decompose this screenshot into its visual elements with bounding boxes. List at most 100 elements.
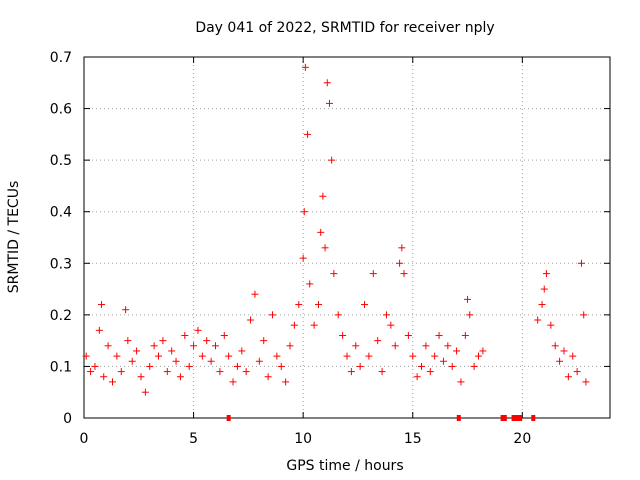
axis-ticks: 0 5 10 15 20 0 0.1 0.2 0.3 0.4 0.5 0.6 0.7: [50, 50, 610, 447]
data-point: [301, 63, 309, 71]
data-point: [212, 342, 219, 350]
data-point: [582, 378, 590, 386]
gap-marker: [513, 415, 518, 421]
data-point: [398, 244, 406, 252]
data-point: [98, 301, 106, 309]
gap-marker: [502, 415, 507, 421]
data-point: [304, 130, 312, 138]
data-point: [242, 368, 250, 376]
data-point: [418, 362, 426, 370]
data-point: [382, 311, 390, 319]
data-point: [255, 357, 263, 365]
gap-marker: [500, 415, 505, 421]
plot-frame: [83, 56, 611, 419]
gap-marker: [511, 415, 516, 421]
x-tick-label: 5: [189, 431, 198, 447]
data-point: [356, 362, 364, 370]
data-point: [343, 352, 351, 360]
data-point: [268, 311, 276, 319]
data-point: [260, 337, 268, 345]
data-point: [328, 156, 336, 164]
data-point: [556, 357, 564, 365]
data-point: [461, 331, 469, 339]
y-tick-label: 0.5: [50, 153, 72, 169]
data-point: [400, 270, 408, 278]
data-point: [464, 295, 472, 303]
data-point: [159, 337, 167, 345]
data-point: [573, 368, 581, 376]
data-point: [444, 342, 452, 350]
data-point: [538, 301, 546, 309]
y-tick-label: 0.4: [50, 205, 72, 221]
data-point: [453, 347, 461, 355]
data-point: [128, 357, 136, 365]
data-point: [203, 337, 211, 345]
y-tick-label: 0.2: [50, 308, 72, 324]
data-point: [194, 326, 202, 334]
data-point: [141, 388, 149, 396]
data-point: [238, 347, 246, 355]
data-point: [569, 352, 577, 360]
y-tick-label: 0.1: [50, 359, 72, 375]
data-point: [475, 352, 482, 360]
data-point: [185, 362, 193, 370]
y-axis-label: SRMTID / TECUs: [6, 181, 22, 294]
data-point: [404, 331, 412, 339]
data-point: [547, 321, 555, 329]
data-points: [82, 63, 590, 396]
data-point: [578, 259, 586, 267]
data-point: [330, 270, 338, 278]
data-point: [391, 342, 399, 350]
data-point: [396, 259, 404, 267]
data-point: [247, 316, 255, 324]
data-point: [457, 378, 465, 386]
gap-markers: [226, 415, 536, 421]
data-point: [181, 331, 189, 339]
data-point: [113, 352, 121, 360]
data-point: [435, 331, 443, 339]
data-point: [319, 192, 327, 200]
data-point: [251, 290, 259, 298]
data-point: [225, 352, 233, 360]
data-point: [124, 337, 132, 345]
data-point: [146, 362, 154, 370]
data-point: [534, 316, 542, 324]
data-point: [233, 362, 241, 370]
data-point: [100, 373, 108, 381]
grid: [84, 57, 610, 418]
data-point: [387, 321, 395, 329]
data-point: [374, 337, 382, 345]
data-point: [150, 342, 158, 350]
data-point: [323, 79, 331, 87]
data-point: [207, 357, 215, 365]
data-point: [439, 357, 447, 365]
data-point: [347, 368, 355, 376]
chart-title: Day 041 of 2022, SRMTID for receiver npl…: [195, 20, 494, 36]
data-point: [104, 342, 112, 350]
data-point: [300, 208, 308, 216]
data-point: [198, 352, 206, 360]
y-tick-label: 0.6: [50, 102, 72, 118]
data-point: [551, 342, 559, 350]
data-point: [325, 99, 333, 107]
data-point: [163, 368, 171, 376]
data-point: [282, 378, 290, 386]
data-point: [378, 368, 386, 376]
x-tick-label: 20: [513, 431, 531, 447]
x-tick-label: 15: [404, 431, 422, 447]
data-point: [580, 311, 588, 319]
y-tick-label: 0: [63, 411, 72, 427]
data-point: [466, 311, 474, 319]
x-tick-label: 10: [294, 431, 312, 447]
data-point: [229, 378, 237, 386]
data-point: [321, 244, 329, 252]
data-point: [295, 301, 303, 309]
data-point: [264, 373, 272, 381]
data-point: [560, 347, 568, 355]
data-point: [216, 368, 224, 376]
data-point: [172, 357, 180, 365]
data-point: [540, 285, 548, 293]
data-point: [542, 270, 550, 278]
data-point: [409, 352, 417, 360]
